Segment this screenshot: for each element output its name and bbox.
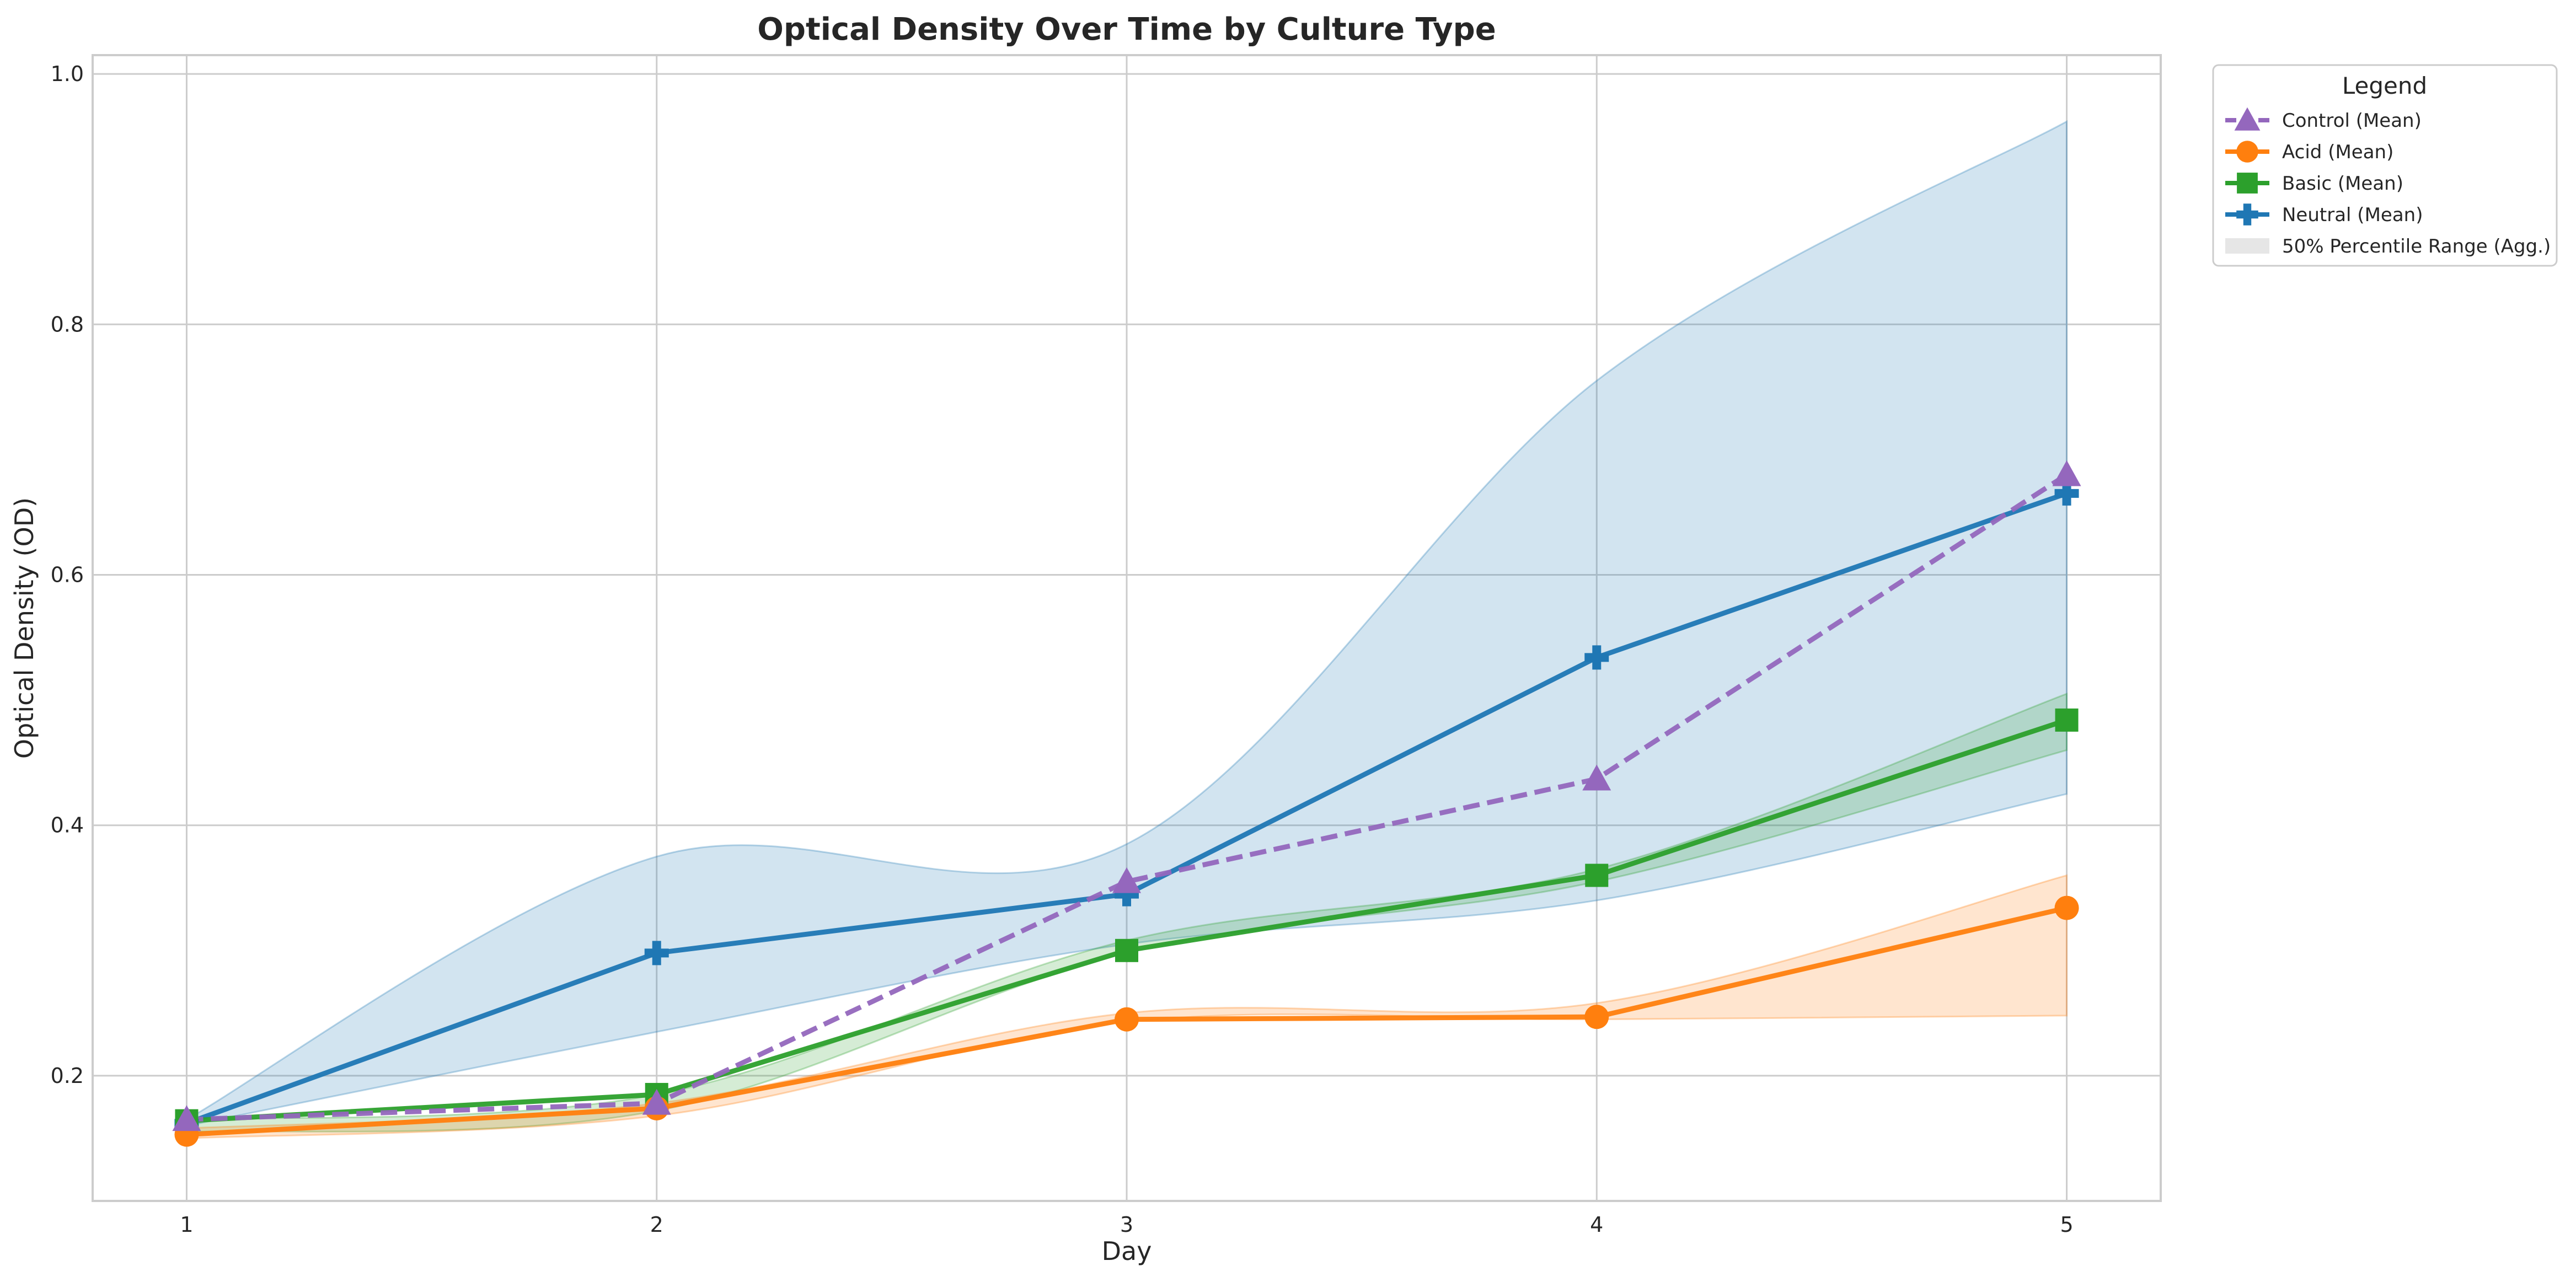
data-point-basic: [1115, 938, 1138, 962]
data-point-control: [642, 1088, 671, 1115]
y-tick-label: 0.4: [51, 813, 84, 838]
data-point-neutral: [1115, 882, 1139, 906]
legend-label-basic: Basic (Mean): [2282, 173, 2403, 195]
legend: Legend Control (Mean) Acid (Mean) Basic (M…: [2212, 64, 2558, 267]
x-tick-label: 4: [1590, 1213, 1603, 1237]
x-tick-label: 3: [1120, 1213, 1133, 1237]
x-axis-label: Day: [1102, 1236, 1152, 1266]
y-axis-label: Optical Density (OD): [9, 497, 39, 759]
legend-label-neutral: Neutral (Mean): [2282, 204, 2423, 226]
y-tick-label: 1.0: [51, 62, 84, 86]
data-point-neutral: [644, 941, 669, 965]
series-line-control: [186, 473, 2068, 1122]
legend-label-control: Control (Mean): [2282, 110, 2422, 132]
x-tick-label: 1: [180, 1213, 193, 1237]
legend-swatch-range: [2225, 238, 2269, 254]
data-point-neutral: [1584, 645, 1609, 670]
data-point-acid: [1584, 1005, 1609, 1029]
legend-label-acid: Acid (Mean): [2282, 141, 2393, 163]
data-point-neutral: [2054, 481, 2079, 506]
legend-title: Legend: [2342, 72, 2427, 99]
data-point-control: [172, 1105, 201, 1131]
data-point-basic: [1585, 863, 1609, 887]
x-tick-label: 2: [650, 1213, 663, 1237]
data-point-control: [2052, 460, 2081, 486]
y-tick-label: 0.6: [51, 562, 84, 587]
data-point-control: [1112, 867, 1141, 893]
data-point-control: [1582, 764, 1611, 791]
y-tick-label: 0.8: [51, 312, 84, 336]
legend-marker-acid: [2236, 141, 2258, 163]
legend-label-range: 50% Percentile Range (Agg.): [2282, 235, 2551, 258]
x-tick-label: 5: [2060, 1213, 2073, 1237]
range-band-acid: [185, 874, 2068, 1140]
legend-marker-basic: [2237, 173, 2258, 194]
chart-title: Optical Density Over Time by Culture Typ…: [757, 12, 1496, 47]
data-point-acid: [1115, 1007, 1139, 1032]
y-tick-label: 0.2: [51, 1064, 84, 1088]
plot-frame: [92, 54, 2162, 1202]
data-point-acid: [2054, 895, 2079, 920]
legend-marker-neutral: [2236, 203, 2258, 226]
data-point-basic: [2055, 708, 2079, 732]
legend-marker-control: [2234, 107, 2261, 131]
legend-box: [2212, 64, 2558, 267]
